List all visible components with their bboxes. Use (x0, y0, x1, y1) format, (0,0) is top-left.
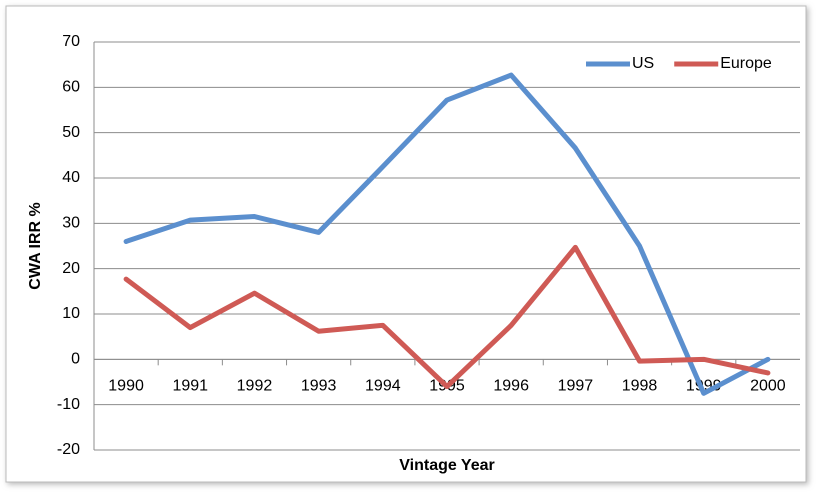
x-tick-label: 1997 (558, 378, 594, 395)
x-tick-label: 1990 (108, 378, 144, 395)
y-tick-label: 30 (62, 215, 80, 232)
x-tick-label: 1993 (301, 378, 337, 395)
x-tick-label: 1992 (237, 378, 273, 395)
x-tick-label: 2000 (750, 378, 786, 395)
x-tick-label: 1994 (365, 378, 401, 395)
y-axis-title: CWA IRR % (27, 202, 44, 289)
y-tick-label: 40 (62, 169, 80, 186)
series-line (123, 244, 771, 390)
y-tick-label: 0 (71, 351, 80, 368)
chart-frame (5, 5, 807, 483)
y-tick-label: -20 (57, 441, 80, 458)
y-tick-label: 70 (62, 33, 80, 50)
y-tick-label: 50 (62, 124, 80, 141)
series-line (123, 72, 771, 396)
legend-label: US (632, 55, 654, 72)
y-tick-label: -10 (57, 396, 80, 413)
x-tick-label: 1991 (172, 378, 208, 395)
y-tick-label: 20 (62, 260, 80, 277)
x-tick-label: 1998 (622, 378, 658, 395)
x-axis-title: Vintage Year (399, 457, 494, 474)
x-tick-label: 1996 (493, 378, 529, 395)
legend-label: Europe (720, 55, 772, 72)
y-tick-label: 60 (62, 79, 80, 96)
y-tick-label: 10 (62, 305, 80, 322)
